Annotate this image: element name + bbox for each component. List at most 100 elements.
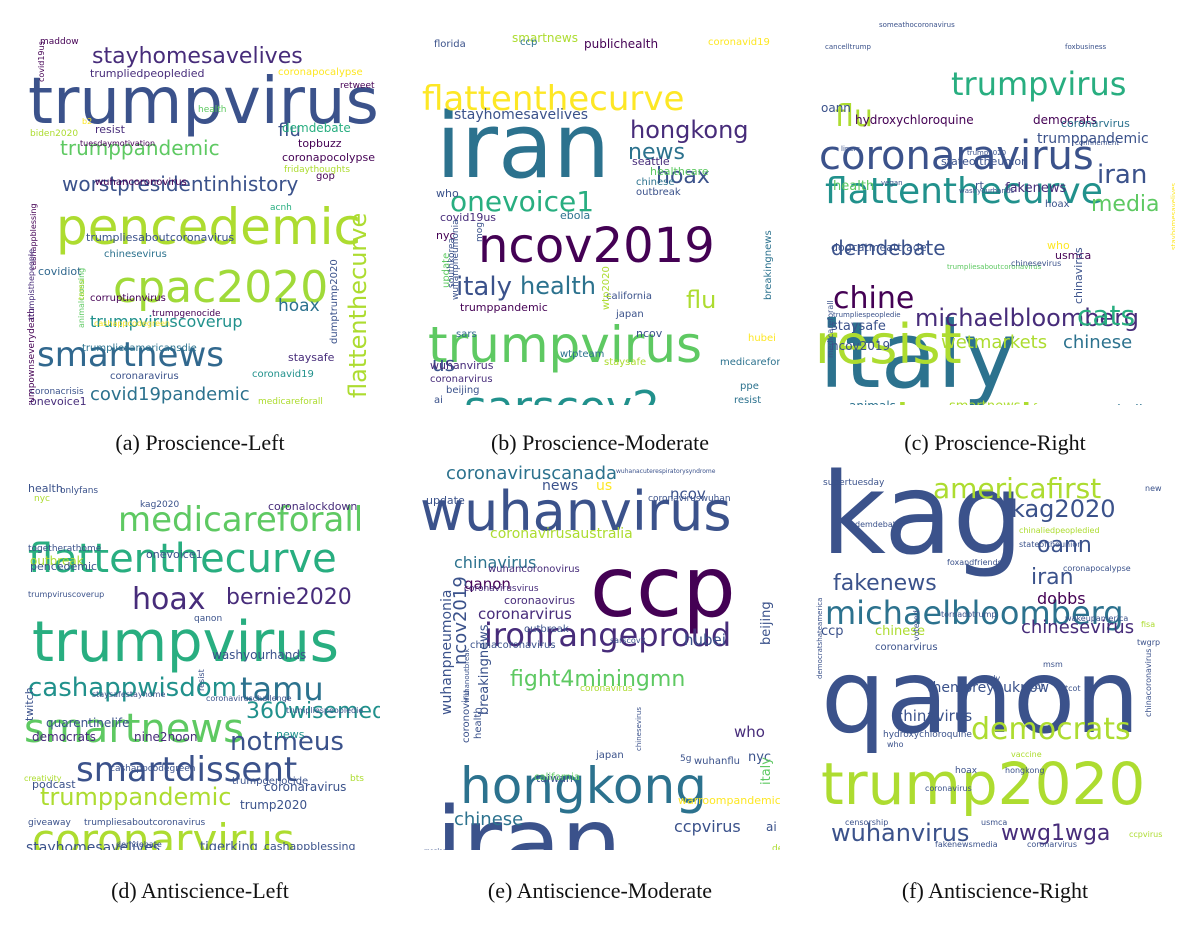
- wordcloud-word: coronarvirus: [430, 374, 493, 385]
- wordcloud-word: smartnews: [949, 400, 1021, 405]
- wordcloud-word: kag2020: [140, 500, 180, 510]
- wordcloud-word: tamu: [240, 670, 324, 708]
- wordcloud-word: demdebate: [855, 520, 901, 529]
- wordcloud-word: california: [534, 772, 581, 783]
- wordcloud-word: ebola: [560, 209, 591, 222]
- wordcloud-word: italy: [983, 674, 1001, 683]
- wordcloud-word: coronarvirus: [875, 642, 938, 653]
- wordcloud-word: qanon: [194, 614, 223, 624]
- wordcloud-word: fridaythoughts: [284, 165, 351, 175]
- wordcloud-word: notmeus: [230, 727, 344, 757]
- wordcloud-word: iran: [1031, 565, 1074, 590]
- wordcloud-word: flattenthecurve: [825, 171, 1103, 212]
- wordcloud-word: chinesevirus: [1021, 617, 1135, 638]
- wordcloud-word: tuesdaymotivation: [80, 139, 156, 148]
- wordcloud-word: nyc: [436, 229, 456, 242]
- wordcloud-word: demdebate: [282, 121, 351, 135]
- wordcloud-word: chinese: [875, 624, 926, 639]
- wordcloud-word: outbreak: [636, 187, 681, 198]
- wordcloud-word: coronarvirus: [1061, 117, 1130, 130]
- wordcloud-word: breakingnews: [477, 624, 492, 715]
- wordcloud-word: trump2020: [821, 750, 1146, 818]
- wordcloud-word: chinacoronavirus: [1144, 648, 1153, 717]
- wordcloud-word: washyourhands: [212, 648, 307, 662]
- wordcloud-word: resist: [197, 669, 206, 691]
- wordcloud-word: trumpgenocide: [152, 309, 221, 319]
- wordcloud-word: fight4miningmn: [510, 667, 686, 692]
- wordcloud-word: staysafestayhome: [92, 690, 166, 699]
- wordcloud-word: stayhomesavelives: [92, 44, 303, 69]
- wordcloud-word: health: [520, 272, 596, 300]
- wordcloud-word: japan: [616, 309, 644, 320]
- wordcloud-word: bernie2020: [226, 585, 352, 610]
- wordcloud-word: news: [628, 140, 685, 165]
- wordcloud-word: chinavirus: [895, 707, 973, 725]
- wordcloud-word: wuhanvirus: [823, 398, 1111, 405]
- wordcloud-word: onevoice1: [450, 185, 595, 218]
- wordcloud-word: healthcare: [650, 165, 709, 178]
- wordcloud-word: covid19us: [37, 41, 46, 82]
- wordcloud-word: hoax: [656, 164, 710, 189]
- wordcloud-word: kag2020: [1011, 495, 1116, 523]
- wordcloud-word: demdebate: [831, 236, 946, 260]
- wordcloud-word: outbreak: [524, 624, 569, 635]
- wordcloud-word: chinesevirus: [635, 707, 643, 751]
- wordcloud-word: bts: [350, 774, 364, 784]
- wordcloud-word: wwg1wga: [1001, 821, 1111, 846]
- wordcloud-word: pencedemic: [56, 198, 362, 256]
- wordcloud-word: tornadotrump: [941, 610, 997, 619]
- wordcloud-word: usmca: [981, 818, 1008, 827]
- wordcloud-word: smartnews: [37, 335, 224, 375]
- wordcloud-word: health: [198, 105, 227, 115]
- wordcloud-word: coronavid19: [708, 37, 770, 48]
- wordcloud-word: americafirst: [933, 472, 1102, 505]
- wordcloud-word: trumppandemic: [40, 783, 232, 811]
- wordcloud-word: smartnews: [512, 31, 578, 45]
- wordcloud-word: dogcatmeattrade: [831, 241, 927, 254]
- wordcloud-word: gop: [316, 171, 335, 182]
- wordcloud-word: fakenewsmedia: [935, 840, 998, 849]
- wordcloud-word: trump2020: [967, 149, 1007, 157]
- wordcloud-word: flattenthecurve: [344, 212, 372, 398]
- wordcloud-word: b2: [82, 117, 93, 126]
- wordcloud-word: who: [436, 187, 459, 200]
- wordcloud-word: corruptionvirus: [90, 293, 166, 304]
- wordcloud-word: coronavirus: [925, 784, 972, 793]
- wordcloud-word: cashappcodegreen: [94, 319, 170, 328]
- wordcloud-word: hydroxychloroquine: [855, 113, 974, 127]
- wordcloud-word: kag: [821, 465, 1024, 580]
- wordcloud-word: chinesevirus: [1011, 259, 1062, 268]
- wordcloud-word: who: [1047, 239, 1070, 252]
- wordcloud-word: fisa: [1141, 620, 1156, 629]
- wordcloud-word: ncov2019: [831, 339, 891, 353]
- wordcloud-word: us: [432, 352, 456, 376]
- wordcloud-word: wuhanpneumonia: [439, 589, 455, 715]
- wordcloud-word: vaccine: [1011, 750, 1042, 759]
- wordcloud-word: ncov2019: [478, 218, 715, 274]
- wordcloud-word: ironrangeproud: [484, 616, 732, 654]
- wordcloud-word: coronarvirus: [478, 605, 572, 623]
- wordcloud-word: coronavirus: [580, 684, 633, 694]
- wordcloud-word: hongkong: [1005, 766, 1045, 775]
- wordcloud-word: trumpvirus: [951, 65, 1127, 103]
- wordcloud-word: dumptrump2020: [329, 259, 340, 344]
- wordcloud-word: democratshateamerica: [816, 597, 824, 679]
- wordcloud-word: health: [473, 707, 484, 739]
- wordcloud-word: ncov: [670, 485, 706, 503]
- wordcloud-word: health: [833, 179, 875, 194]
- wordcloud-word: qanon: [821, 638, 1140, 757]
- wordcloud-word: 360wisemedia: [246, 699, 380, 724]
- wordcloud-word: trumpvirus: [28, 65, 379, 139]
- wordcloud-word: animals: [849, 400, 896, 405]
- wordcloud-word: censorship: [845, 818, 889, 827]
- wordcloud-word: covid19pandemic: [90, 384, 250, 405]
- wordcloud-word: florida: [434, 39, 466, 50]
- wordcloud-word: ai: [434, 395, 443, 406]
- wordcloud-word: cashappcodegreen: [110, 764, 196, 774]
- wordcloud-word: trumpliesaboutcoronavirus: [947, 263, 1042, 271]
- wordcloud-word: coronaravirus: [819, 133, 1094, 179]
- wordcloud-word: oann: [821, 101, 851, 115]
- wordcloud-word: ccpvirus: [1129, 830, 1163, 839]
- wordcloud-word: pencedemic: [30, 560, 98, 573]
- wordcloud-word: ccp: [821, 624, 844, 639]
